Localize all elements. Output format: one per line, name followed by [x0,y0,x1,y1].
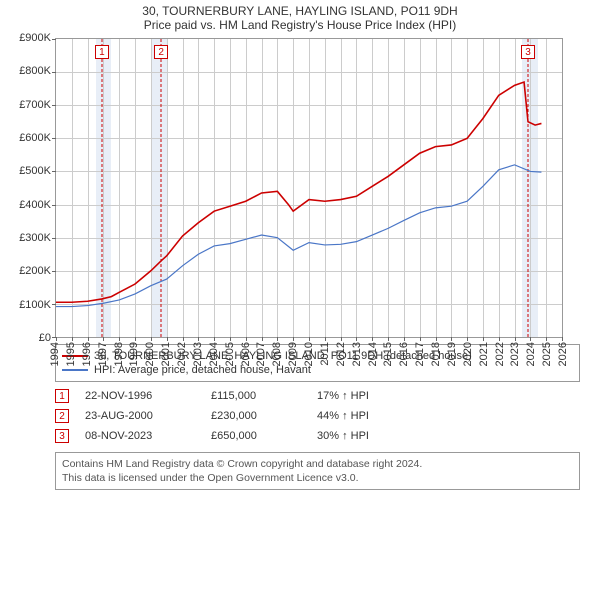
sale-index-badge: 2 [55,409,69,423]
chart-title: 30, TOURNERBURY LANE, HAYLING ISLAND, PO… [0,0,600,18]
sale-date: 23-AUG-2000 [85,410,195,422]
sale-date: 08-NOV-2023 [85,430,195,442]
y-axis-label: £600K [19,132,51,144]
sale-index-badge: 1 [55,389,69,403]
x-axis-label: 2017 [414,342,426,366]
x-axis-label: 2004 [208,342,220,366]
x-axis-label: 2021 [478,342,490,366]
x-axis-label: 2012 [335,342,347,366]
x-axis-label: 2015 [382,342,394,366]
legend-swatch [62,369,88,371]
x-axis-label: 1997 [97,342,109,366]
chart-plot-area: 123 £0£100K£200K£300K£400K£500K£600K£700… [55,38,563,338]
series-hpi [56,165,541,307]
footer-line-2: This data is licensed under the Open Gov… [62,471,573,485]
x-axis-label: 2009 [287,342,299,366]
x-axis-label: 2005 [224,342,236,366]
sale-row: 2 23-AUG-2000 £230,000 44% ↑ HPI [55,406,580,426]
x-axis-label: 1999 [128,342,140,366]
x-axis-label: 2025 [541,342,553,366]
sale-price: £115,000 [211,390,301,402]
y-axis-label: £500K [19,165,51,177]
x-axis-label: 1995 [65,342,77,366]
x-axis-label: 1996 [81,342,93,366]
sale-row: 3 08-NOV-2023 £650,000 30% ↑ HPI [55,426,580,446]
footer-line-1: Contains HM Land Registry data © Crown c… [62,457,573,471]
y-axis-label: £800K [19,65,51,77]
x-axis-label: 2019 [446,342,458,366]
sale-index-badge: 3 [55,429,69,443]
y-axis-label: £700K [19,99,51,111]
y-axis-label: £300K [19,232,51,244]
attribution-footer: Contains HM Land Registry data © Crown c… [55,452,580,490]
x-axis-label: 2008 [271,342,283,366]
x-axis-label: 2001 [160,342,172,366]
sale-hpi-delta: 44% ↑ HPI [317,410,437,422]
sale-hpi-delta: 17% ↑ HPI [317,390,437,402]
sales-table: 1 22-NOV-1996 £115,000 17% ↑ HPI 2 23-AUG-200… [55,386,580,446]
x-axis-label: 2002 [176,342,188,366]
series-property [56,82,541,302]
x-axis-label: 2014 [367,342,379,366]
x-axis-label: 2010 [303,342,315,366]
sale-price: £230,000 [211,410,301,422]
y-axis-label: £400K [19,199,51,211]
x-axis-label: 2023 [509,342,521,366]
x-axis-label: 2020 [462,342,474,366]
x-axis-label: 2000 [144,342,156,366]
chart-subtitle: Price paid vs. HM Land Registry's House … [0,18,600,36]
x-axis-label: 1994 [49,342,61,366]
y-axis-label: £200K [19,265,51,277]
y-axis-label: £900K [19,32,51,44]
x-axis-label: 2022 [494,342,506,366]
sale-hpi-delta: 30% ↑ HPI [317,430,437,442]
x-axis-label: 2003 [192,342,204,366]
x-axis-label: 2026 [557,342,569,366]
sale-date: 22-NOV-1996 [85,390,195,402]
x-axis-label: 2011 [319,342,331,366]
x-axis-label: 1998 [113,342,125,366]
x-axis-label: 2013 [351,342,363,366]
x-axis-label: 2016 [398,342,410,366]
x-axis-label: 2006 [240,342,252,366]
x-axis-label: 2024 [525,342,537,366]
y-axis-label: £100K [19,299,51,311]
x-axis-label: 2018 [430,342,442,366]
x-axis-label: 2007 [255,342,267,366]
sale-row: 1 22-NOV-1996 £115,000 17% ↑ HPI [55,386,580,406]
sale-price: £650,000 [211,430,301,442]
